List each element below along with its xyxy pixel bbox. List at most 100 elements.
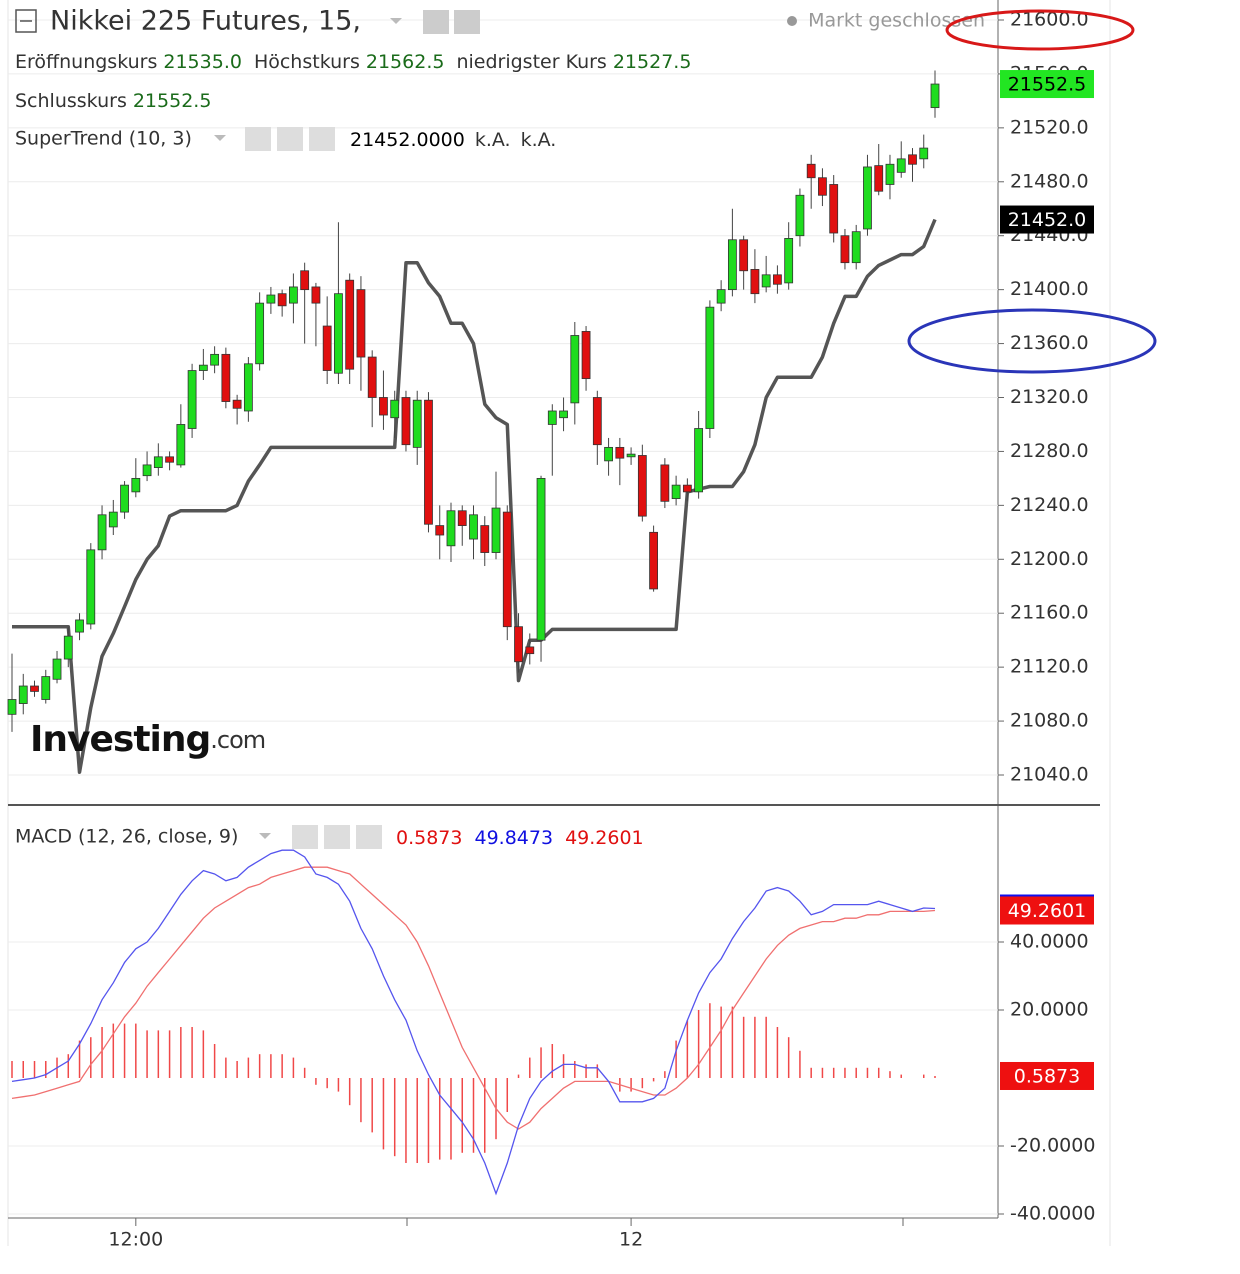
supertrend-line <box>12 218 937 775</box>
candle-body <box>536 477 546 641</box>
candle-body <box>930 83 940 109</box>
ohlc-value: 21552.5 <box>133 90 212 112</box>
candle-body <box>739 239 749 272</box>
y-tick-label: -40.0000 <box>1010 1202 1095 1224</box>
candle-body <box>255 302 265 365</box>
candle-body <box>615 446 625 459</box>
candle-body <box>232 399 242 409</box>
plot <box>7 19 998 1215</box>
y-tick-label: 21120.0 <box>1010 656 1089 678</box>
candle-body <box>334 293 343 374</box>
y-tick-label: 21240.0 <box>1010 494 1089 516</box>
candle-body <box>761 274 771 288</box>
macd-line <box>11 849 936 1196</box>
indicator-value: 21452.0000 <box>350 129 465 151</box>
candle-body <box>457 510 467 526</box>
candle-body <box>30 685 39 692</box>
price-marker-label: 49.2601 <box>1008 900 1087 922</box>
candle-body <box>784 238 794 284</box>
market-status: Markt geschlossen <box>808 10 985 32</box>
visibility-icon[interactable] <box>292 825 318 849</box>
price-marker <box>1000 896 1094 925</box>
candle-body <box>367 356 377 398</box>
indicator-name: MACD (12, 26, close, 9) <box>15 826 238 848</box>
ohlc-label: Eröffnungskurs <box>15 51 157 73</box>
candle-body <box>694 428 704 493</box>
candle-body <box>806 163 816 179</box>
visibility-icon[interactable] <box>423 10 449 34</box>
candle-body <box>727 239 737 291</box>
ohlc-label: Schlusskurs <box>15 90 127 112</box>
price-marker-label: 21452.0 <box>1008 209 1087 231</box>
settings-icon[interactable] <box>454 10 480 34</box>
y-tick-label: 21360.0 <box>1010 332 1089 354</box>
y-tick-label: 20.0000 <box>1010 998 1089 1020</box>
candle-body <box>818 177 827 196</box>
candle-body <box>851 231 861 264</box>
candle-body <box>547 410 557 425</box>
candle-body <box>187 370 197 429</box>
price-marker-label: 21552.5 <box>1008 74 1087 96</box>
price-marker <box>1000 70 1094 99</box>
candle-body <box>660 464 670 502</box>
candle-body <box>401 397 411 446</box>
candle-body <box>424 399 433 525</box>
candle-body <box>559 410 568 419</box>
settings-icon[interactable] <box>324 825 350 849</box>
close-icon[interactable] <box>309 127 335 151</box>
close-icon[interactable] <box>356 825 382 849</box>
dropdown-icon[interactable] <box>214 135 226 141</box>
y-tick-label: 21080.0 <box>1010 710 1089 732</box>
candle-body <box>266 294 276 304</box>
candle-body <box>63 635 73 660</box>
dropdown-icon[interactable] <box>259 833 271 839</box>
candle-body <box>277 293 287 307</box>
candle-body <box>311 286 321 304</box>
candle-body <box>446 510 456 547</box>
candle-body <box>480 525 490 553</box>
candle-body <box>322 325 332 371</box>
indicator-value: 0.5873 <box>396 827 462 849</box>
ohlc-value: 21562.5 <box>366 51 445 73</box>
price-marker-label: 0.5873 <box>1014 1065 1080 1087</box>
candle-body <box>108 511 118 528</box>
candle-body <box>75 619 84 633</box>
candle-body <box>221 353 231 402</box>
candle-body <box>412 399 422 448</box>
candle-body <box>289 286 298 304</box>
indicator-name: SuperTrend (10, 3) <box>15 128 192 150</box>
candle-body <box>863 166 872 230</box>
candle-body <box>570 335 580 404</box>
y-tick-label: 21200.0 <box>1010 548 1089 570</box>
candle-body <box>210 353 220 366</box>
candle-body <box>649 531 658 590</box>
price-marker <box>1000 205 1094 234</box>
y-tick-label: 21600.0 <box>1010 8 1089 30</box>
ohlc-label: niedrigster Kurs <box>456 51 606 73</box>
x-tick-label: 12 <box>619 1229 643 1251</box>
y-tick-label: 21520.0 <box>1010 116 1089 138</box>
ohlc-value: 21535.0 <box>163 51 242 73</box>
candle-body <box>86 549 96 625</box>
annotation-ellipse <box>907 308 1157 374</box>
candle-body <box>356 289 366 358</box>
candle-body <box>379 397 388 416</box>
indicator-value: 49.8473 <box>474 827 553 849</box>
y-tick-label: 21480.0 <box>1010 170 1089 192</box>
dropdown-icon[interactable] <box>390 18 402 24</box>
candle-body <box>502 511 512 628</box>
candle-body <box>300 270 310 291</box>
visibility-icon[interactable] <box>245 127 271 151</box>
settings-icon[interactable] <box>277 127 303 151</box>
candle-body <box>637 455 647 517</box>
indicator-values: 0.5873 49.8473 49.2601 <box>396 827 644 849</box>
candle-body <box>514 626 523 663</box>
candle-body <box>176 424 186 466</box>
collapse-icon[interactable] <box>15 9 37 33</box>
candle-body <box>840 235 850 264</box>
logo: Investing.com <box>30 719 265 760</box>
y-tick-label: -20.0000 <box>1010 1134 1095 1156</box>
y-tick-label: 21280.0 <box>1010 440 1089 462</box>
candle-body <box>592 397 602 446</box>
